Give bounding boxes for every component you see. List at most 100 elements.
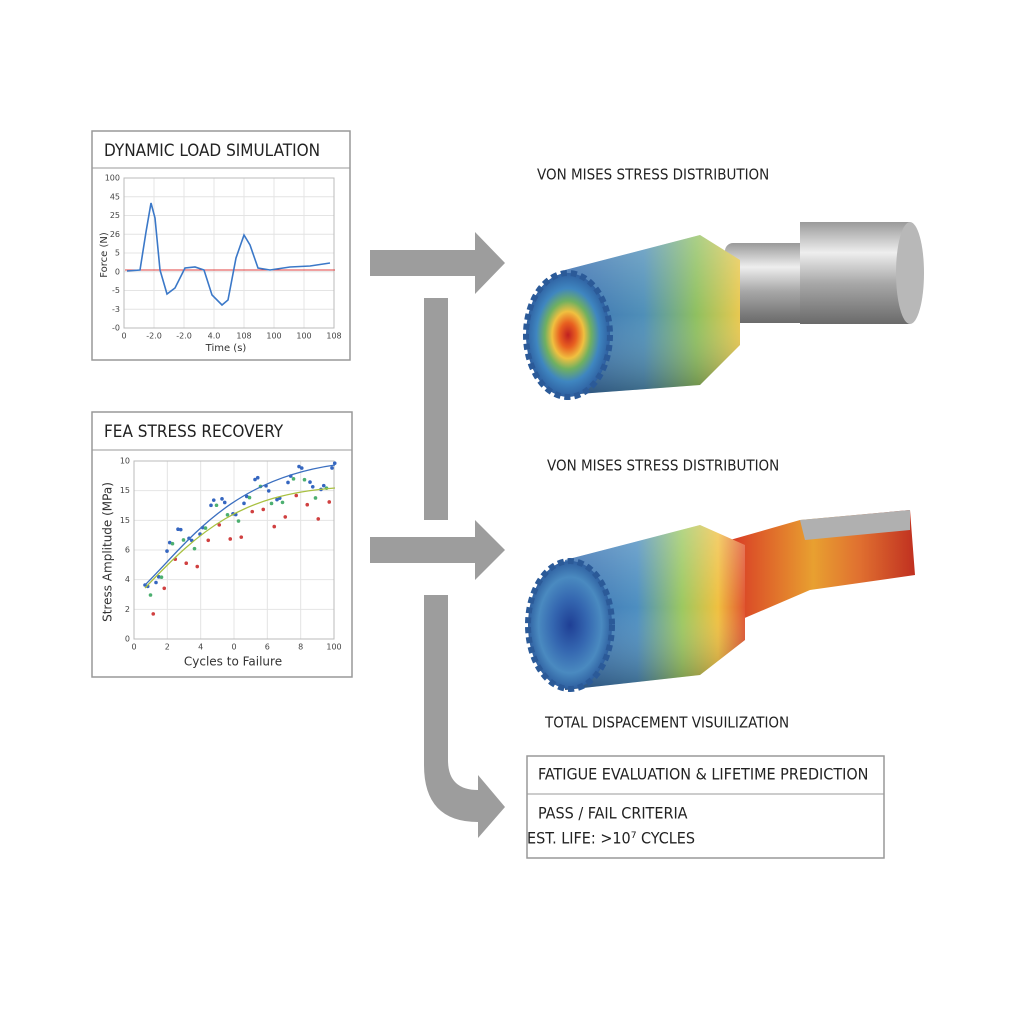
- scatter-dot: [316, 517, 321, 521]
- end-face: [523, 270, 613, 400]
- scatter-dot: [154, 580, 158, 585]
- load-curve: [126, 202, 331, 307]
- x-tick-label: 0: [121, 332, 126, 341]
- scatter-dot: [275, 497, 279, 502]
- scatter-dot: [167, 540, 172, 545]
- shaft: [800, 222, 910, 324]
- scatter-dot: [266, 489, 271, 493]
- panel-title: DYNAMIC LOAD SIMULATION: [104, 141, 320, 161]
- fit-line: [144, 487, 336, 589]
- y-tick-label: -3: [112, 305, 120, 314]
- x-tick-label: 4.0: [208, 332, 221, 341]
- x-tick-label: 8: [298, 643, 303, 652]
- scatter-dot: [181, 538, 186, 542]
- y-tick-label: 0: [125, 635, 130, 644]
- y-label: Stress Amplitude (MPa): [101, 482, 115, 622]
- scatter-dot: [302, 477, 307, 482]
- render-label: VON MISES STRESS DISTRIBUTION: [537, 166, 769, 184]
- scatter-dot: [313, 496, 318, 500]
- box-title: FATIGUE EVALUATION & LIFETIME PREDICTION: [538, 765, 868, 784]
- scatter-dot: [253, 477, 257, 482]
- scatter-dot: [178, 527, 183, 532]
- body-shade: [565, 235, 740, 395]
- scatter-dot: [165, 549, 169, 553]
- scatter-dot: [291, 477, 296, 481]
- render-label: TOTAL DISPACEMENT VISUILIZATION: [544, 714, 789, 732]
- scatter-dot: [297, 464, 301, 469]
- scatter-dot: [330, 466, 334, 470]
- y-tick-label: 15: [120, 516, 130, 525]
- scatter-dot: [327, 500, 332, 504]
- y-tick-label: 15: [120, 486, 130, 495]
- scatter-dot: [308, 480, 312, 484]
- box-line: PASS / FAIL CRITERIA: [538, 804, 688, 823]
- scatter-dot: [214, 503, 219, 508]
- scatter-dot: [239, 535, 244, 539]
- y-tick-label: 45: [110, 192, 120, 201]
- scatter-dot: [159, 575, 164, 580]
- panel: [91, 130, 351, 361]
- scatter-dot: [195, 564, 200, 569]
- result-box: [526, 755, 885, 859]
- scatter-dot: [242, 501, 246, 506]
- scatter-dot: [305, 502, 310, 507]
- scatter-dot: [206, 538, 211, 543]
- scatter-dot: [192, 546, 197, 551]
- shaft-top: [800, 510, 910, 540]
- x-tick-label: 108: [236, 332, 251, 341]
- y-tick-label: 100: [105, 174, 120, 183]
- arrow: [424, 595, 505, 838]
- scatter-dot: [272, 524, 277, 529]
- scatter-dot: [294, 493, 299, 498]
- y-tick-label: 4: [125, 575, 130, 584]
- x-tick-label: 100: [296, 332, 311, 341]
- scatter-dot: [151, 612, 156, 616]
- x-tick-label: 0: [231, 643, 236, 652]
- scatter-dot: [261, 507, 266, 512]
- scatter-dot: [203, 526, 208, 530]
- y-tick-label: 25: [110, 211, 120, 220]
- y-tick-label: 2: [125, 605, 130, 614]
- x-label: Time (s): [205, 343, 247, 354]
- x-tick-label: -2.0: [146, 332, 162, 341]
- connector: [424, 298, 448, 520]
- scatter-dot: [332, 461, 337, 466]
- scatter-dot: [286, 480, 290, 485]
- scatter-dot: [310, 484, 315, 489]
- y-tick-label: 6: [125, 546, 130, 555]
- x-tick-label: 0: [131, 643, 136, 652]
- scatter-dot: [299, 466, 304, 470]
- render-label: VON MISES STRESS DISTRIBUTION: [547, 457, 779, 475]
- arrow: [370, 232, 505, 294]
- plot-frame: [133, 460, 335, 640]
- scatter-dot: [220, 497, 224, 501]
- plot-frame: [123, 177, 335, 329]
- y-tick-label: 5: [115, 249, 120, 258]
- y-label: Force (N): [99, 232, 110, 278]
- scatter-dot: [209, 503, 213, 508]
- scatter-dot: [176, 527, 180, 532]
- scatter-dot: [162, 586, 167, 591]
- x-tick-label: 108: [326, 332, 341, 341]
- x-tick-label: 100: [326, 643, 341, 652]
- panel: [91, 411, 353, 678]
- scatter-dot: [217, 523, 222, 527]
- scatter-dot: [222, 500, 227, 505]
- x-tick-label: 100: [266, 332, 281, 341]
- x-tick-label: 4: [198, 643, 203, 652]
- scatter-dot: [184, 561, 189, 565]
- shaft-end: [896, 222, 924, 324]
- y-tick-label: -0: [112, 324, 120, 333]
- scatter-dot: [250, 509, 255, 514]
- arrows: [370, 232, 505, 838]
- box-line: EST. LIFE: >10⁷ CYCLES: [527, 829, 695, 848]
- panel-title: FEA STRESS RECOVERY: [104, 422, 284, 442]
- scatter-dot: [156, 575, 161, 579]
- scatter-dot: [269, 501, 274, 506]
- scatter-dot: [255, 475, 260, 480]
- y-tick-label: 10: [120, 457, 130, 466]
